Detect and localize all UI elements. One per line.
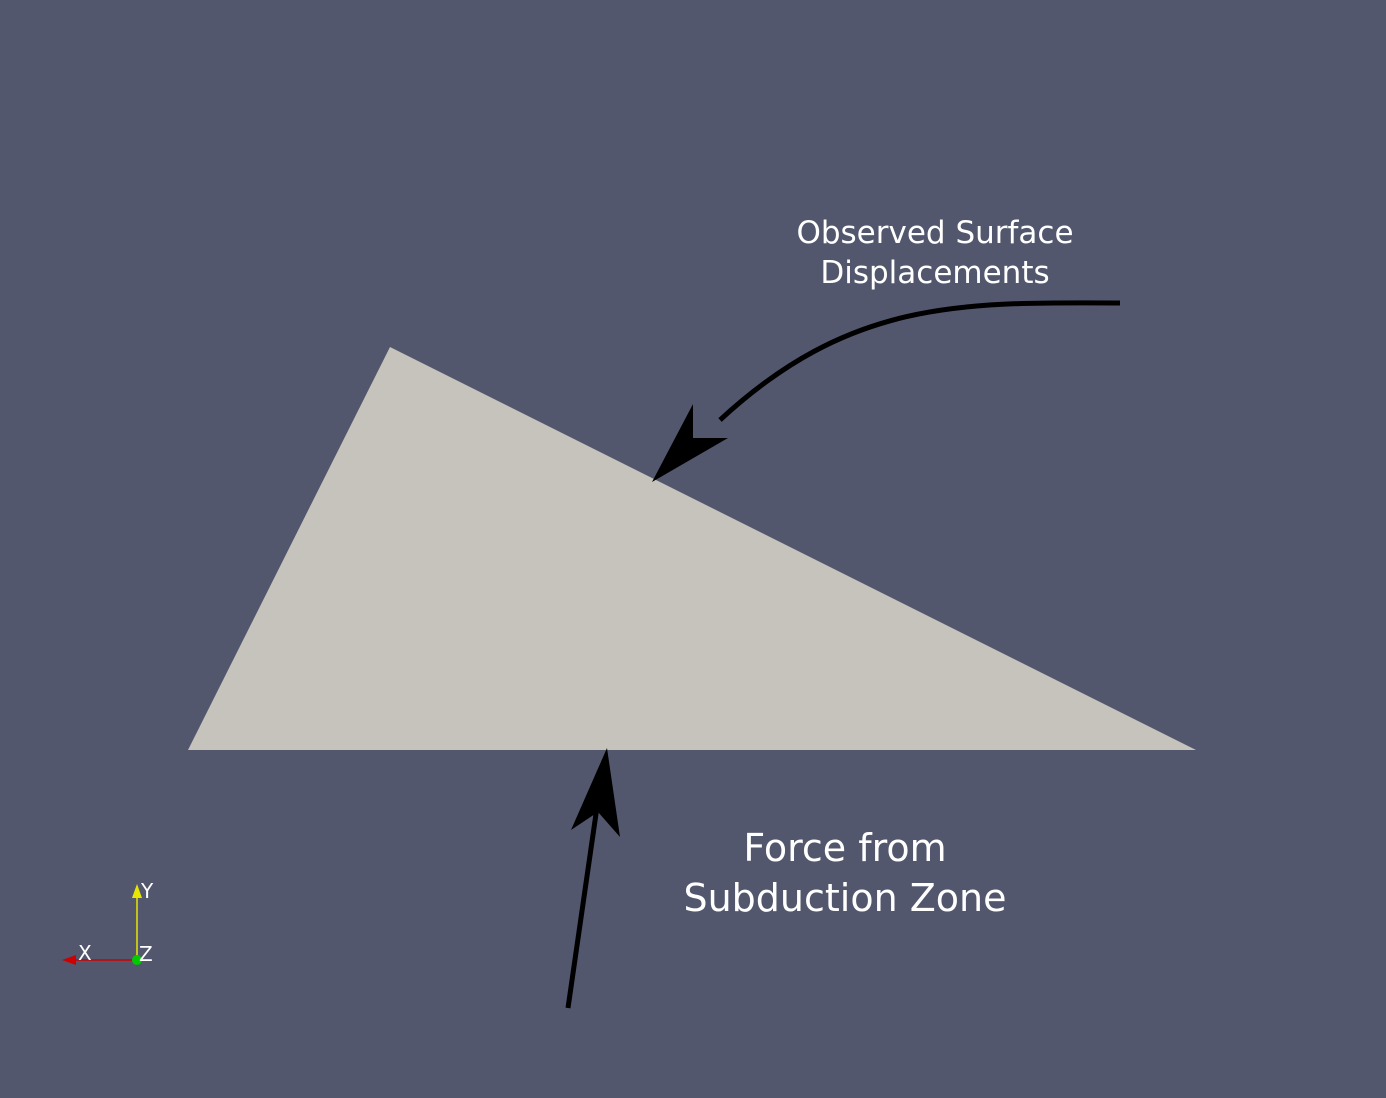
x-axis-label: X — [78, 941, 92, 965]
y-axis-label: Y — [140, 879, 154, 903]
orientation-axes: Y X Z — [62, 879, 154, 966]
surface-label-line1: Observed Surface — [796, 215, 1073, 251]
surface-arrow-shaft — [720, 303, 1120, 420]
surface-arrowhead — [652, 404, 728, 482]
force-label-line1: Force from — [743, 826, 946, 870]
surface-label-line2: Displacements — [820, 255, 1049, 291]
force-arrow — [568, 748, 620, 1008]
force-label-line2: Subduction Zone — [683, 876, 1006, 920]
surface-displacement-arrow — [652, 303, 1120, 482]
force-arrow-shaft — [568, 800, 598, 1008]
z-axis-label: Z — [139, 942, 153, 966]
x-axis-arrowhead — [62, 955, 76, 965]
